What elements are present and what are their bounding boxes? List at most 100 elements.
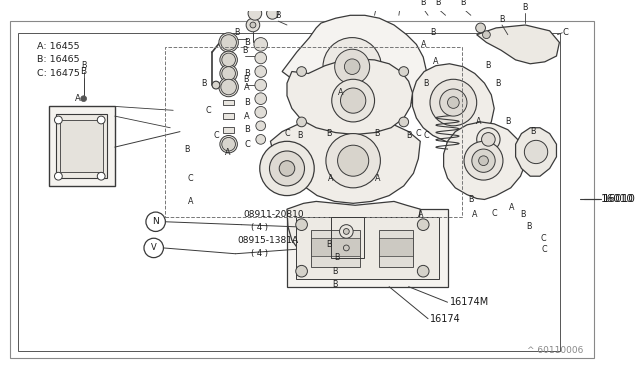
Bar bbox=[380, 231, 413, 267]
Text: B: B bbox=[81, 61, 86, 70]
Text: A: A bbox=[476, 118, 481, 126]
Text: C: C bbox=[423, 131, 429, 140]
Circle shape bbox=[481, 132, 495, 146]
Circle shape bbox=[399, 67, 408, 76]
Circle shape bbox=[326, 134, 380, 188]
Text: C: C bbox=[415, 129, 421, 138]
Circle shape bbox=[296, 265, 307, 277]
Circle shape bbox=[417, 265, 429, 277]
Circle shape bbox=[255, 106, 267, 118]
Text: B: B bbox=[235, 28, 240, 37]
Circle shape bbox=[255, 79, 267, 91]
Text: C: C bbox=[492, 209, 497, 218]
Text: B: B bbox=[326, 240, 332, 248]
Text: B: B bbox=[460, 0, 466, 7]
Circle shape bbox=[255, 93, 267, 105]
Circle shape bbox=[97, 172, 105, 180]
Text: B: B bbox=[332, 267, 337, 276]
Circle shape bbox=[479, 156, 488, 166]
Bar bbox=[223, 100, 234, 105]
Text: 16174M: 16174M bbox=[449, 297, 489, 307]
Circle shape bbox=[440, 89, 467, 116]
Text: B: B bbox=[531, 127, 536, 136]
Text: B: B bbox=[184, 145, 189, 154]
Circle shape bbox=[269, 151, 305, 186]
Circle shape bbox=[54, 172, 62, 180]
Text: B: B bbox=[374, 129, 380, 138]
Circle shape bbox=[332, 79, 374, 122]
Circle shape bbox=[222, 67, 236, 80]
Text: B: B bbox=[499, 15, 505, 24]
Text: A: A bbox=[420, 40, 426, 49]
Circle shape bbox=[297, 117, 307, 127]
Circle shape bbox=[220, 135, 237, 153]
Text: A: A bbox=[244, 83, 250, 92]
Circle shape bbox=[144, 238, 163, 258]
Circle shape bbox=[97, 116, 105, 124]
Text: A: A bbox=[188, 197, 193, 206]
Text: V: V bbox=[151, 243, 157, 253]
Circle shape bbox=[279, 161, 295, 176]
Circle shape bbox=[340, 88, 366, 113]
Text: B: B bbox=[332, 280, 337, 289]
Circle shape bbox=[146, 212, 165, 231]
Text: ^ 60110006: ^ 60110006 bbox=[527, 346, 584, 355]
Circle shape bbox=[220, 51, 237, 68]
Text: A: A bbox=[328, 174, 333, 183]
Circle shape bbox=[54, 116, 62, 124]
Text: A: A bbox=[75, 94, 81, 103]
Circle shape bbox=[81, 96, 86, 102]
Circle shape bbox=[340, 225, 353, 238]
Text: A: A bbox=[417, 211, 423, 219]
Circle shape bbox=[219, 33, 238, 52]
Circle shape bbox=[221, 79, 236, 95]
Bar bbox=[17, 33, 561, 351]
Text: ( 4 ): ( 4 ) bbox=[251, 249, 268, 258]
Circle shape bbox=[524, 140, 548, 164]
Bar bbox=[165, 47, 462, 217]
Text: N: N bbox=[152, 217, 159, 226]
Circle shape bbox=[337, 145, 369, 176]
Circle shape bbox=[344, 245, 349, 251]
Polygon shape bbox=[287, 201, 420, 271]
Circle shape bbox=[250, 22, 256, 28]
Text: B: B bbox=[81, 67, 87, 76]
Text: 08915-1381A: 08915-1381A bbox=[237, 236, 298, 245]
Circle shape bbox=[477, 128, 500, 151]
Polygon shape bbox=[282, 15, 426, 118]
Circle shape bbox=[476, 23, 486, 33]
Bar bbox=[223, 127, 234, 132]
Circle shape bbox=[246, 18, 260, 32]
Polygon shape bbox=[287, 59, 413, 135]
Circle shape bbox=[464, 141, 503, 180]
Polygon shape bbox=[477, 25, 559, 64]
Text: A: A bbox=[472, 211, 477, 219]
Circle shape bbox=[255, 52, 267, 64]
Text: C: C bbox=[244, 140, 250, 149]
Circle shape bbox=[255, 66, 267, 77]
Circle shape bbox=[340, 241, 353, 255]
Bar bbox=[49, 106, 115, 186]
Circle shape bbox=[219, 77, 238, 97]
Text: B: B bbox=[430, 28, 436, 37]
Text: B: B bbox=[406, 131, 412, 140]
Text: A: A bbox=[225, 148, 230, 157]
Text: B: B bbox=[523, 3, 528, 12]
Circle shape bbox=[417, 219, 429, 231]
Circle shape bbox=[296, 219, 307, 231]
Text: C: C bbox=[205, 106, 211, 115]
Circle shape bbox=[472, 149, 495, 172]
Circle shape bbox=[399, 117, 408, 127]
Text: ( 4 ): ( 4 ) bbox=[251, 223, 268, 232]
Bar bbox=[331, 217, 364, 258]
Circle shape bbox=[256, 121, 266, 131]
Text: C: C bbox=[284, 129, 290, 138]
Text: 16010: 16010 bbox=[603, 195, 636, 205]
Circle shape bbox=[335, 49, 370, 84]
Text: B: B bbox=[423, 78, 429, 88]
Circle shape bbox=[248, 7, 262, 20]
Text: B: B bbox=[244, 69, 250, 78]
Circle shape bbox=[221, 35, 236, 50]
Text: C: C bbox=[542, 246, 548, 254]
Text: A: A bbox=[433, 57, 438, 66]
